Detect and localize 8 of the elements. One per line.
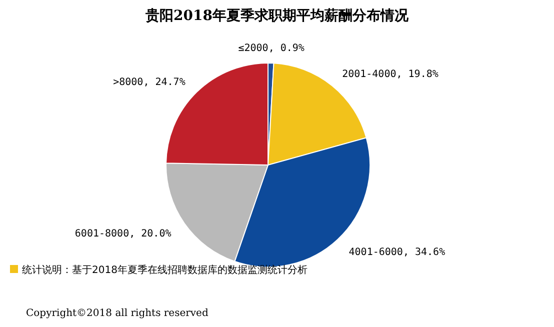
- slice-label: ≤2000, 0.9%: [238, 43, 304, 54]
- text: 统计说明：基于2018年夏季在线招聘数据库的数据监测统计分析: [22, 264, 308, 276]
- slice-label: 2001-4000, 19.8%: [342, 69, 438, 80]
- text: Copyright©2018 all rights reserved: [26, 308, 209, 319]
- slice-label: 6001-8000, 20.0%: [74, 228, 172, 240]
- slice-label: 4001-6000, 34.6%: [348, 247, 446, 258]
- slice-label: >8000, 24.7%: [113, 76, 186, 88]
- chart-title: 贵阳2018年夏季求职期平均薪酬分布情况: [144, 7, 410, 24]
